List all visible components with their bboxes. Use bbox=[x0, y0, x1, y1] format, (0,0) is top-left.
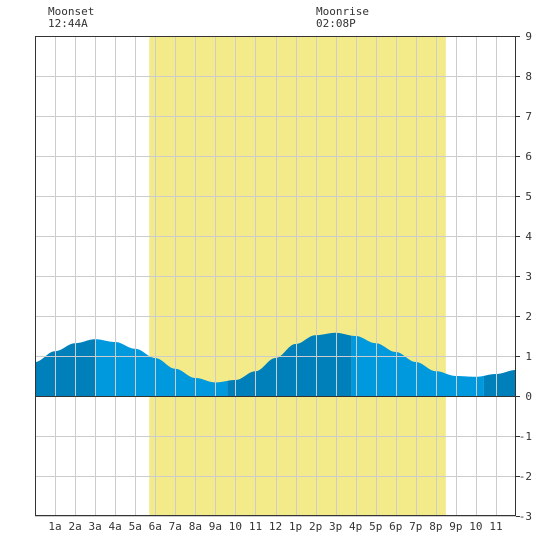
x-tick-label: 10 bbox=[229, 520, 242, 533]
x-tick-label: 8p bbox=[429, 520, 442, 533]
y-tick-labels: 9 8 7 6 5 4 3 2 1 0 -1 -2 -3 bbox=[519, 30, 533, 523]
y-tick-label: 7 bbox=[525, 110, 532, 123]
x-tick-label: 2p bbox=[309, 520, 322, 533]
moonset-label: Moonset bbox=[48, 5, 95, 18]
tide-area-light-3 bbox=[351, 335, 484, 396]
y-tick-label: 9 bbox=[525, 30, 532, 43]
tide-area-dark-4 bbox=[483, 370, 516, 396]
x-tick-label: 3a bbox=[89, 520, 102, 533]
moonset-annotation: Moonset 12:44A bbox=[48, 6, 94, 30]
tide-area-dark-0 bbox=[35, 339, 96, 396]
x-tick-label: 7p bbox=[409, 520, 422, 533]
x-tick-labels: 1a 2a 3a 4a 5a 6a 7a 8a 9a 10 11 12 1p 2p 3p 4p 5p 6p 7p 8p… bbox=[48, 520, 502, 533]
x-tick-label: 11 bbox=[249, 520, 262, 533]
tide-area-light-1 bbox=[95, 339, 228, 396]
x-tick-label: 10 bbox=[469, 520, 482, 533]
tide-layer bbox=[35, 332, 516, 396]
x-tick-label: 12 bbox=[269, 520, 282, 533]
tide-area-dark-2 bbox=[227, 332, 352, 396]
y-tick-label: 5 bbox=[525, 190, 532, 203]
plot-frame bbox=[35, 36, 516, 516]
x-tick-label: 9a bbox=[209, 520, 222, 533]
x-tick-label: 5p bbox=[369, 520, 382, 533]
y-tick-label: 4 bbox=[525, 230, 532, 243]
y-tick-label: 6 bbox=[525, 150, 532, 163]
moonset-time: 12:44A bbox=[48, 17, 88, 30]
y-tick-label: 2 bbox=[525, 310, 532, 323]
x-tick-label: 4p bbox=[349, 520, 362, 533]
y-tick-label: 0 bbox=[525, 390, 532, 403]
x-tick-label: 9p bbox=[449, 520, 462, 533]
axis-layer bbox=[35, 36, 520, 517]
x-tick-label: 11 bbox=[489, 520, 502, 533]
x-tick-label: 7a bbox=[169, 520, 182, 533]
y-tick-label: -2 bbox=[519, 470, 532, 483]
x-tick-label: 1p bbox=[289, 520, 302, 533]
x-tick-label: 5a bbox=[129, 520, 142, 533]
x-tick-label: 6p bbox=[389, 520, 402, 533]
moonrise-annotation: Moonrise 02:08P bbox=[316, 6, 369, 30]
y-tick-label: 1 bbox=[525, 350, 532, 363]
x-tick-label: 8a bbox=[189, 520, 202, 533]
y-tick-label: 8 bbox=[525, 70, 532, 83]
x-tick-label: 3p bbox=[329, 520, 342, 533]
y-tick-label: -1 bbox=[519, 430, 532, 443]
y-tick-label: -3 bbox=[519, 510, 532, 523]
x-tick-label: 1a bbox=[48, 520, 61, 533]
moonrise-time: 02:08P bbox=[316, 17, 356, 30]
y-tick-label: 3 bbox=[525, 270, 532, 283]
x-tick-label: 6a bbox=[149, 520, 162, 533]
moonrise-label: Moonrise bbox=[316, 5, 369, 18]
x-tick-label: 2a bbox=[68, 520, 81, 533]
x-tick-label: 4a bbox=[109, 520, 122, 533]
grid-layer bbox=[35, 36, 516, 517]
